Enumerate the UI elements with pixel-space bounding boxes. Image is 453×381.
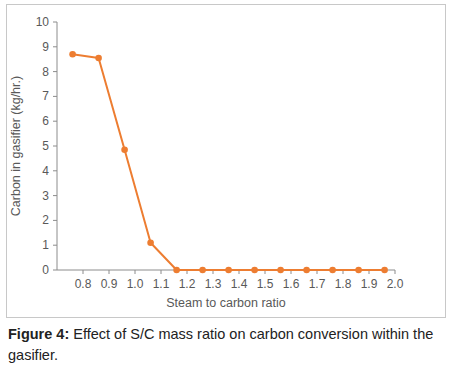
x-tick-label: 2.0 [387,277,404,291]
y-tick-label: 6 [42,114,49,128]
x-tick [135,270,136,274]
data-point [277,267,284,274]
y-tick-label: 0 [42,263,49,277]
data-line [73,54,385,270]
y-axis-title: Carbon in gasifier (kg/hr.) [9,76,23,216]
y-tick [53,146,57,147]
y-tick-label: 4 [42,164,49,178]
data-point [121,146,128,153]
y-tick-label: 3 [42,189,49,203]
y-tick [53,245,57,246]
y-tick [53,270,57,271]
y-tick [53,170,57,171]
data-point [329,267,336,274]
y-tick [53,22,57,23]
x-tick-label: 1.3 [205,277,222,291]
data-point [95,55,102,62]
y-tick-label: 5 [42,139,49,153]
x-tick [395,270,396,274]
y-tick [53,96,57,97]
x-tick-label: 1.9 [361,277,378,291]
y-tick-label: 8 [42,65,49,79]
y-tick-label: 1 [42,238,49,252]
y-tick-label: 2 [42,213,49,227]
x-tick-label: 1.8 [335,277,352,291]
x-tick-label: 1.1 [153,277,170,291]
data-point [69,51,76,58]
data-point [173,267,180,274]
x-tick [109,270,110,274]
data-point [225,267,232,274]
y-tick [53,121,57,122]
x-tick [161,270,162,274]
data-point [355,267,362,274]
data-point [251,267,258,274]
y-tick [53,71,57,72]
x-tick-label: 0.9 [101,277,118,291]
y-tick-label: 7 [42,89,49,103]
x-tick-label: 1.0 [127,277,144,291]
x-tick-label: 1.5 [257,277,274,291]
y-tick-label: 10 [36,15,50,29]
caption-text: Effect of S/C mass ratio on carbon conve… [8,326,433,363]
x-tick-label: 0.8 [75,277,92,291]
chart: 0 1 2 3 4 5 6 7 8 9 10 0.8 0.9 1.0 1.1 1.2 1.3 1.4 1.5 1.6 1… [0,0,453,320]
caption: Figure 4: Effect of S/C mass ratio on ca… [8,324,446,366]
y-tick [53,46,57,47]
y-tick [53,195,57,196]
plot-area [69,51,388,273]
y-tick-label: 9 [42,40,49,54]
x-tick-label: 1.4 [231,277,248,291]
y-tick [53,220,57,221]
data-point [147,239,154,246]
x-tick-label: 1.7 [309,277,326,291]
data-point [303,267,310,274]
x-tick-label: 1.6 [283,277,300,291]
data-point [381,267,388,274]
x-tick [83,270,84,274]
caption-label: Figure 4: [8,326,69,342]
x-tick-label: 1.2 [179,277,196,291]
data-point [199,267,206,274]
x-axis-title: Steam to carbon ratio [166,296,286,310]
